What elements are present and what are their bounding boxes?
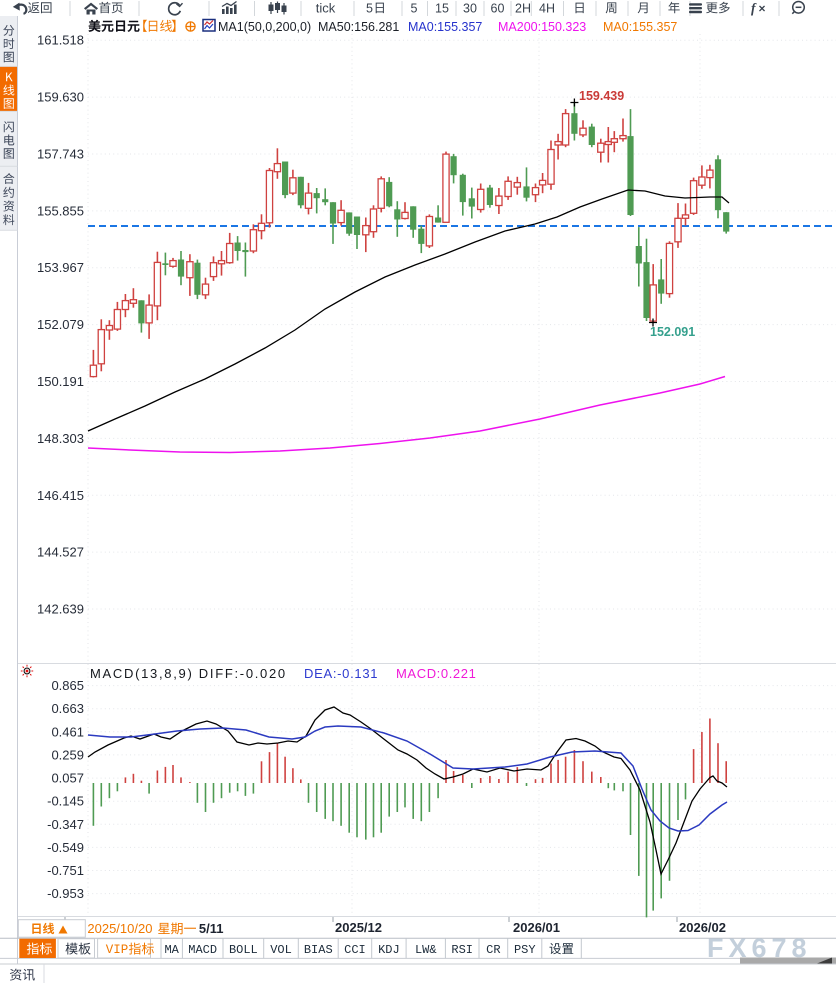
svg-text:-0.549: -0.549 (47, 840, 84, 855)
svg-text:15: 15 (435, 1, 449, 15)
svg-text:-0.953: -0.953 (47, 886, 84, 901)
svg-text:159.439: 159.439 (579, 89, 624, 103)
svg-text:148.303: 148.303 (37, 431, 84, 446)
svg-text:30: 30 (463, 1, 477, 15)
svg-text:2H: 2H (515, 1, 531, 15)
svg-text:150.191: 150.191 (37, 374, 84, 389)
svg-text:5/11: 5/11 (199, 921, 224, 936)
svg-text:BIAS: BIAS (304, 943, 333, 957)
svg-text:CR: CR (486, 943, 500, 957)
svg-text:MACD: MACD (188, 943, 217, 957)
svg-text:153.967: 153.967 (37, 260, 84, 275)
svg-text:CCI: CCI (344, 943, 366, 957)
svg-text:144.527: 144.527 (37, 545, 84, 560)
svg-text:VIP: VIP (106, 943, 129, 957)
svg-text:MACD:0.221: MACD:0.221 (396, 666, 476, 681)
svg-text:0.865: 0.865 (51, 678, 84, 693)
svg-text:×: × (759, 2, 766, 16)
svg-text:142.639: 142.639 (37, 602, 84, 617)
svg-text:KDJ: KDJ (378, 943, 400, 957)
svg-text:152.091: 152.091 (650, 325, 695, 339)
svg-text:0.663: 0.663 (51, 701, 84, 716)
svg-text:BOLL: BOLL (229, 943, 258, 957)
svg-text:159.630: 159.630 (37, 90, 84, 105)
svg-text:146.415: 146.415 (37, 488, 84, 503)
svg-text:MA0:155.357: MA0:155.357 (408, 20, 482, 34)
svg-text:0.461: 0.461 (51, 724, 84, 739)
svg-text:5: 5 (366, 1, 373, 15)
svg-text:MA: MA (164, 943, 179, 957)
svg-text:2026/02: 2026/02 (679, 920, 726, 935)
svg-text:2025/10/20: 2025/10/20 (87, 921, 152, 936)
svg-text:152.079: 152.079 (37, 317, 84, 332)
svg-text:MA200:150.323: MA200:150.323 (498, 20, 586, 34)
svg-text:LW&: LW& (415, 943, 437, 957)
svg-text:MA1(50,0,200,0): MA1(50,0,200,0) (218, 20, 311, 34)
svg-text:MA50:156.281: MA50:156.281 (318, 20, 399, 34)
svg-text:-0.751: -0.751 (47, 863, 84, 878)
svg-text:2026/01: 2026/01 (513, 920, 560, 935)
svg-text:2025/12: 2025/12 (335, 920, 382, 935)
svg-text:f: f (751, 1, 757, 16)
svg-text:-0.145: -0.145 (47, 794, 84, 809)
svg-text:60: 60 (491, 1, 505, 15)
svg-text:PSY: PSY (514, 943, 536, 957)
svg-text:4H: 4H (539, 1, 555, 15)
svg-text:VOL: VOL (270, 943, 292, 957)
svg-text:MA0:155.357: MA0:155.357 (603, 20, 677, 34)
svg-text:RSI: RSI (451, 943, 473, 957)
svg-text:155.855: 155.855 (37, 203, 84, 218)
svg-text:DEA:-0.131: DEA:-0.131 (304, 666, 378, 681)
svg-text:0.259: 0.259 (51, 747, 84, 762)
svg-text:0.057: 0.057 (51, 771, 84, 786)
svg-text:tick: tick (316, 0, 336, 15)
svg-text:161.518: 161.518 (37, 33, 84, 48)
svg-text:MACD(13,8,9) DIFF:-0.020: MACD(13,8,9) DIFF:-0.020 (90, 666, 287, 681)
svg-text:-0.347: -0.347 (47, 817, 84, 832)
svg-text:5: 5 (411, 1, 418, 15)
svg-text:157.743: 157.743 (37, 147, 84, 162)
